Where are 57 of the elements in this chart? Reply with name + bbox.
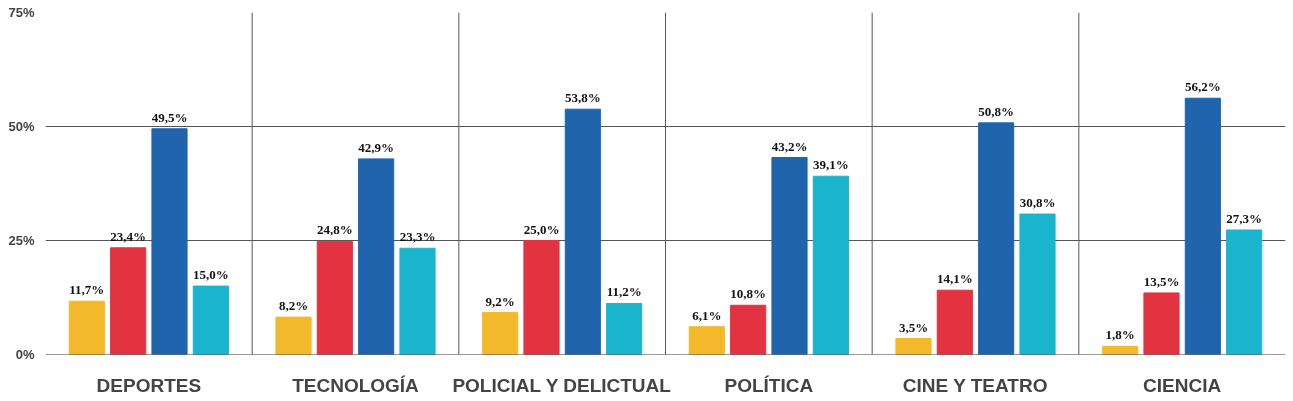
y-tick-label: 75% xyxy=(8,5,35,20)
data-label: 49,5% xyxy=(151,109,188,125)
bar xyxy=(771,157,808,355)
data-label: 8,2% xyxy=(278,298,309,314)
bar xyxy=(936,289,973,355)
bar xyxy=(1019,213,1056,355)
data-label: 23,4% xyxy=(110,228,147,244)
data-label: 9,2% xyxy=(485,293,515,309)
data-label: 3,5% xyxy=(898,319,929,335)
data-label: 53,8% xyxy=(564,90,601,106)
data-label: 11,2% xyxy=(606,284,642,300)
bar xyxy=(1102,345,1139,355)
bar xyxy=(978,122,1015,355)
bar xyxy=(151,128,188,355)
x-tick-label: POLICIAL Y DELICTUAL xyxy=(452,374,672,396)
bar xyxy=(358,158,395,355)
y-tick-label: 50% xyxy=(8,119,35,134)
data-label: 15,0% xyxy=(192,267,229,283)
y-tick-label: 0% xyxy=(15,347,35,362)
data-label: 39,1% xyxy=(812,157,849,173)
data-label: 42,9% xyxy=(358,139,395,155)
x-tick-label: TECNOLOGÍA xyxy=(292,374,420,396)
data-label: 6,1% xyxy=(692,307,722,323)
x-tick-label: CIENCIA xyxy=(1143,374,1222,396)
bar xyxy=(68,300,105,355)
data-label: 1,8% xyxy=(1105,327,1135,343)
bar xyxy=(523,240,560,355)
bar xyxy=(812,175,849,355)
bar xyxy=(482,312,519,355)
bar xyxy=(688,326,725,355)
data-label: 43,2% xyxy=(771,138,808,154)
bar xyxy=(564,108,601,355)
data-label: 25,0% xyxy=(523,221,560,237)
bar xyxy=(1226,229,1263,355)
y-tick-label: 25% xyxy=(8,233,35,248)
data-label: 14,1% xyxy=(936,271,973,287)
bar xyxy=(895,338,932,355)
bar xyxy=(1184,97,1221,355)
x-tick-label: DEPORTES xyxy=(96,374,202,396)
data-label: 13,5% xyxy=(1143,273,1180,289)
data-label: 30,8% xyxy=(1019,195,1056,211)
x-tick-label: POLÍTICA xyxy=(724,374,814,396)
bar xyxy=(192,285,229,355)
bar xyxy=(1143,292,1180,355)
bar xyxy=(316,240,353,355)
data-label: 24,8% xyxy=(316,222,353,238)
bar xyxy=(399,247,436,355)
data-label: 10,8% xyxy=(730,286,767,302)
data-label: 50,8% xyxy=(978,103,1015,119)
bar xyxy=(275,316,312,355)
bar xyxy=(110,247,147,355)
bar xyxy=(730,304,767,355)
data-label: 56,2% xyxy=(1184,79,1221,95)
bar xyxy=(606,302,643,355)
data-label: 27,3% xyxy=(1226,211,1263,227)
data-label: 11,7% xyxy=(69,282,105,298)
x-tick-label: CINE Y TEATRO xyxy=(902,374,1048,396)
